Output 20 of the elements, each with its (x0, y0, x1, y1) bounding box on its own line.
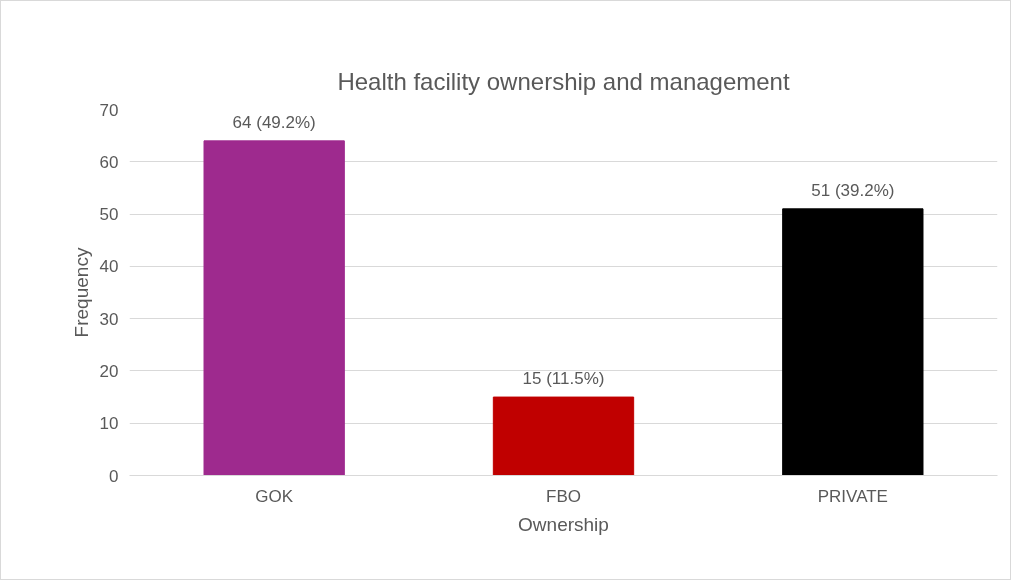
y-tick-label: 0 (109, 466, 119, 486)
y-tick-label: 20 (99, 361, 119, 381)
data-label: 64 (49.2%) (232, 112, 316, 132)
y-tick-label: 30 (99, 309, 119, 329)
y-axis-title: Frequency (70, 247, 92, 338)
chart-title: Health facility ownership and management (337, 67, 790, 95)
x-axis-title: Ownership (518, 513, 609, 535)
x-tick-label: PRIVATE (817, 486, 888, 506)
x-tick-label: FBO (546, 486, 581, 506)
data-label: 15 (11.5%) (522, 369, 605, 389)
bar (203, 140, 345, 476)
bar (782, 208, 924, 476)
x-tick-label: GOK (255, 486, 294, 506)
bar (492, 396, 635, 476)
y-tick-label: 10 (99, 414, 119, 434)
data-label: 51 (39.2%) (811, 180, 895, 200)
y-tick-label: 60 (99, 152, 119, 172)
y-tick-label: 70 (99, 100, 119, 120)
y-tick-label: 50 (99, 205, 119, 225)
y-tick-label: 40 (99, 257, 119, 277)
